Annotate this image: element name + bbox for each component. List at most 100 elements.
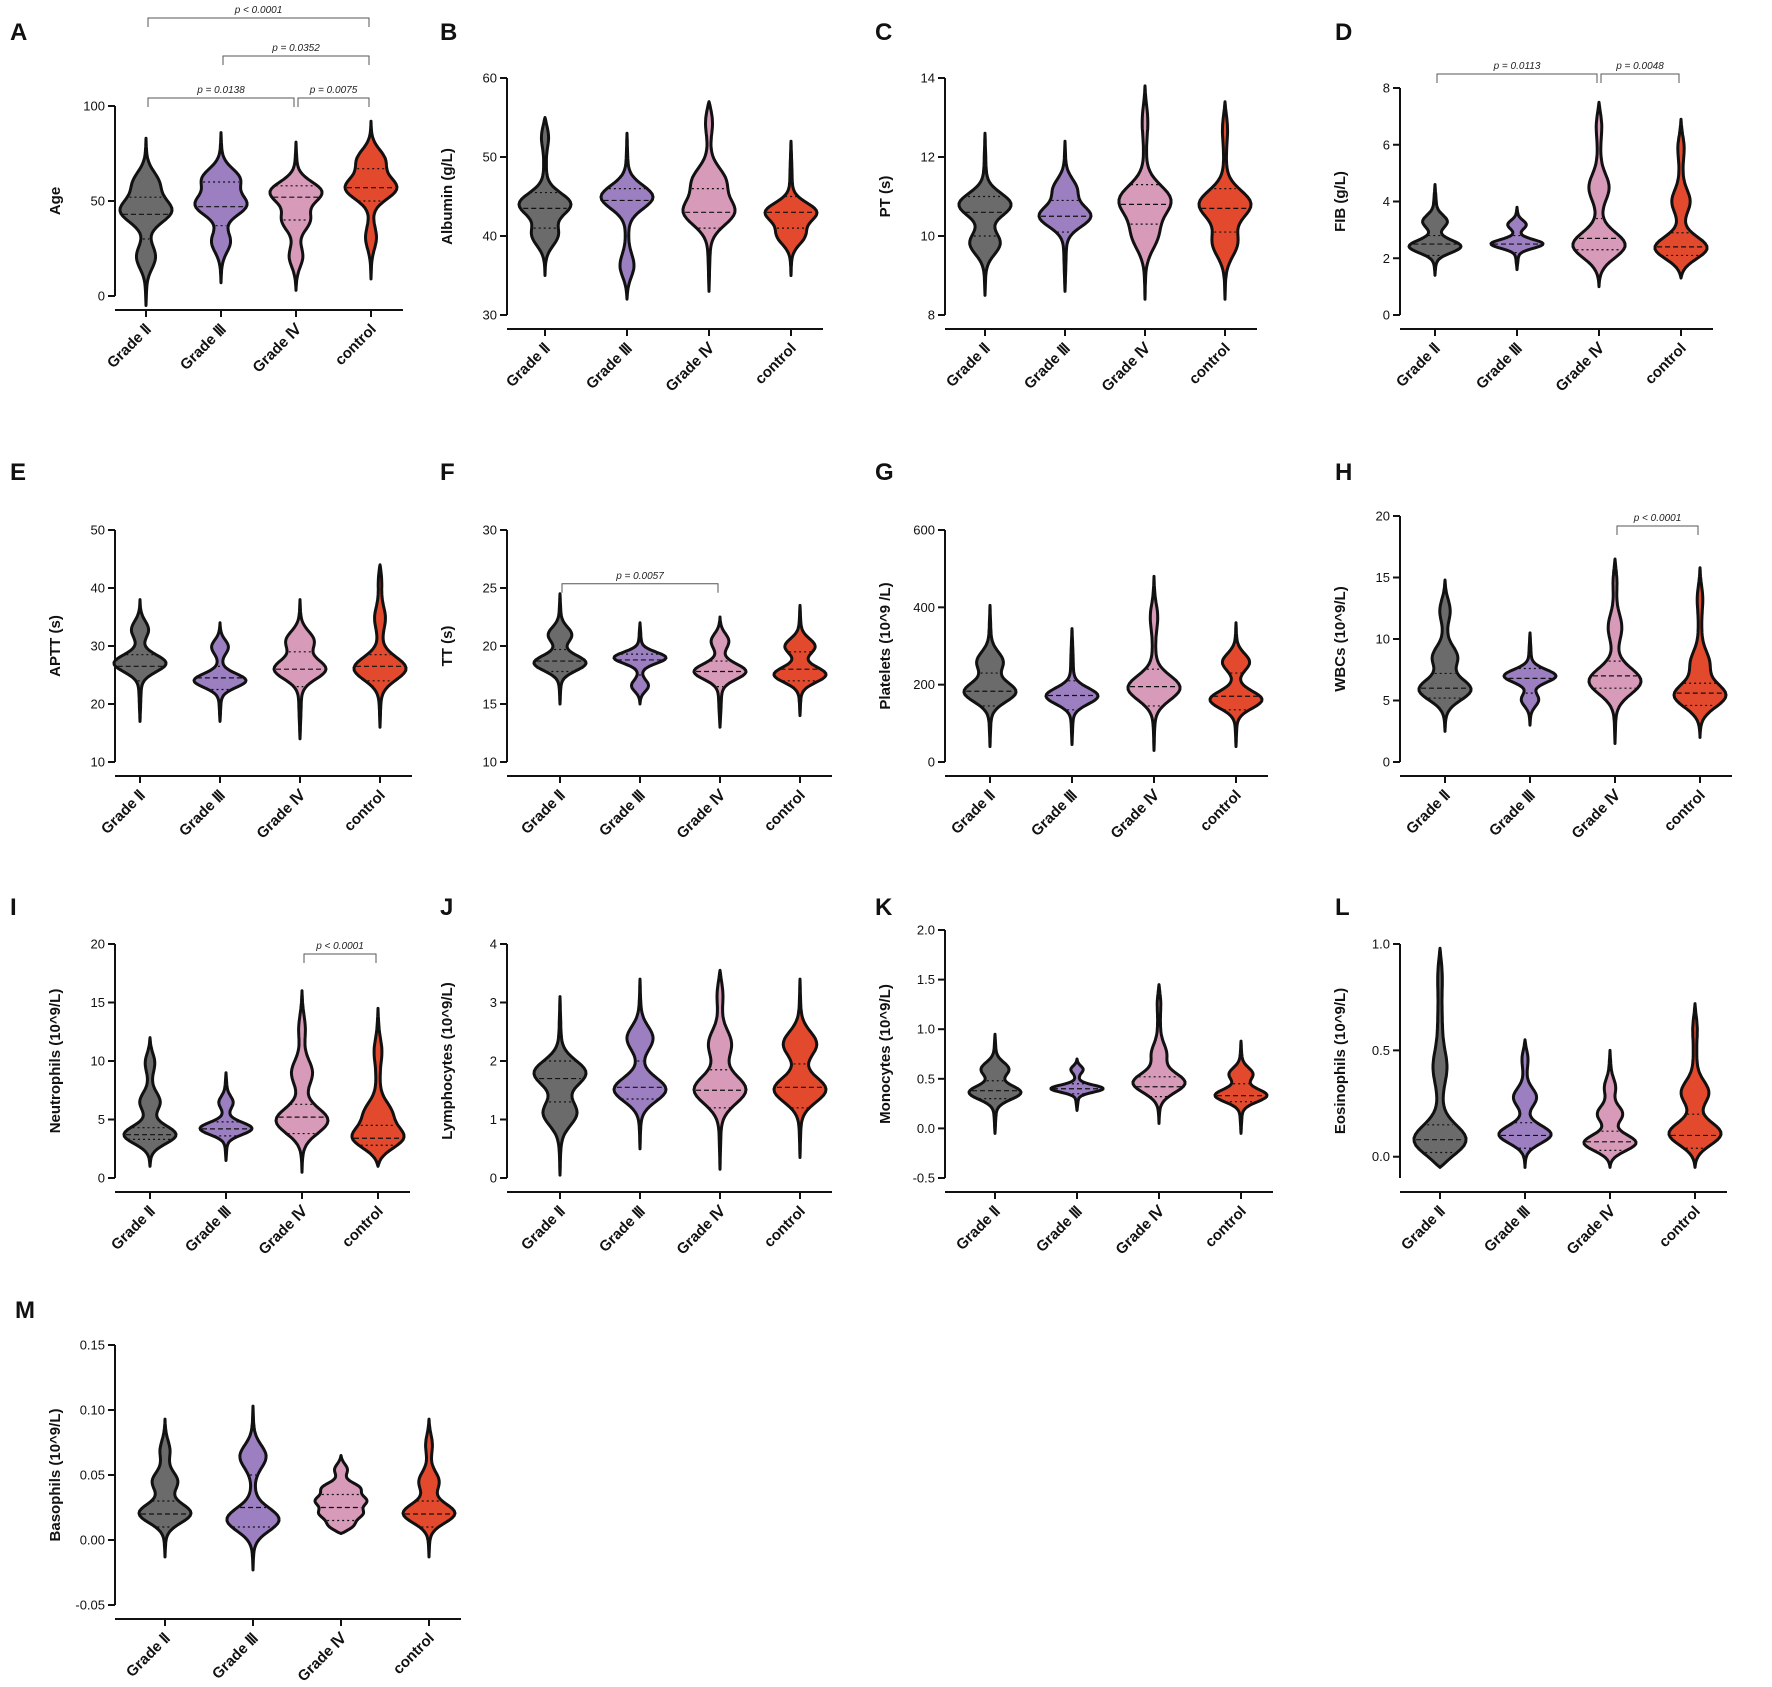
y-tick-label: 25 xyxy=(483,581,497,596)
x-category-label: control xyxy=(761,1203,809,1251)
panel-c: C 8 10 12 14 PT (s) Grade Ⅱ Grade Ⅲ Grade Ⅳ contr… xyxy=(875,19,1257,395)
y-tick-label: 600 xyxy=(913,523,935,538)
x-category-label: Grade Ⅲ xyxy=(596,1203,649,1256)
y-axis-label: PT (s) xyxy=(877,176,894,218)
significance-bracket xyxy=(222,55,370,65)
p-value-label: p = 0.0352 xyxy=(271,43,320,54)
p-value-label: p = 0.0138 xyxy=(196,85,245,96)
y-tick-label: 1.0 xyxy=(917,1022,935,1037)
panel-m: M -0.05 0.00 0.05 0.10 0.15 Basophils (10^9/L)… xyxy=(15,1297,461,1685)
p-value-label: p = 0.0113 xyxy=(1493,61,1541,72)
violin-3 xyxy=(313,1454,369,1535)
y-tick-label: 4 xyxy=(1383,194,1390,209)
p-value-label: p = 0.0075 xyxy=(309,85,358,96)
violin-1 xyxy=(957,131,1013,297)
violin-4 xyxy=(763,139,819,277)
x-category-label: Grade Ⅱ xyxy=(1393,340,1444,391)
x-category-label: control xyxy=(1197,787,1245,835)
panel-label: K xyxy=(875,894,893,921)
violin-4 xyxy=(1197,100,1253,301)
y-tick-label: 20 xyxy=(1376,509,1390,524)
y-axis-label: Age xyxy=(47,187,64,215)
x-category-label: Grade Ⅲ xyxy=(176,787,229,840)
y-tick-label: 200 xyxy=(913,677,935,692)
x-category-label: Grade Ⅱ xyxy=(108,1203,159,1254)
panel-d: D 0 2 4 6 8 FIB (g/L) Grade Ⅱ Grade Ⅲ Grade Ⅳ cont… xyxy=(1332,19,1713,395)
x-category-label: Grade Ⅳ xyxy=(1112,1202,1168,1258)
significance-bracket xyxy=(147,17,370,27)
y-tick-label: 0 xyxy=(490,1171,497,1186)
x-category-label: Grade Ⅲ xyxy=(1021,340,1074,393)
y-tick-label: 8 xyxy=(1383,81,1390,96)
x-category-label: Grade Ⅳ xyxy=(253,786,309,842)
x-category-label: control xyxy=(332,321,380,369)
violin-3 xyxy=(268,140,324,292)
x-category-label: control xyxy=(752,340,800,388)
violin-1 xyxy=(122,1036,178,1168)
y-tick-label: 40 xyxy=(483,229,497,244)
y-tick-label: 30 xyxy=(483,308,497,323)
y-tick-label: 1 xyxy=(490,1112,497,1127)
violin-4 xyxy=(1213,1039,1269,1135)
panel-label: B xyxy=(440,19,457,46)
y-axis-label: Monocytes (10^9/L) xyxy=(877,984,894,1124)
p-value-label: p = 0.0048 xyxy=(1615,61,1664,72)
x-category-label: Grade Ⅲ xyxy=(1473,340,1526,393)
violin-3 xyxy=(1131,983,1187,1125)
y-tick-label: 50 xyxy=(91,523,105,538)
y-axis-label: WBCs (10^9/L) xyxy=(1332,586,1349,691)
violin-3 xyxy=(1582,1048,1638,1169)
violin-3 xyxy=(274,989,330,1174)
y-tick-label: 0 xyxy=(928,755,935,770)
y-axis-label: Platelets (10^9 /L) xyxy=(877,582,894,709)
p-value-label: p < 0.0001 xyxy=(234,5,283,16)
significance-bracket xyxy=(297,97,370,107)
x-category-label: Grade Ⅱ xyxy=(503,340,554,391)
y-tick-label: 20 xyxy=(91,697,105,712)
x-category-label: Grade Ⅳ xyxy=(1552,339,1608,395)
significance-bracket xyxy=(303,953,377,963)
x-category-label: Grade Ⅳ xyxy=(1568,786,1624,842)
y-axis-label: Lymphocytes (10^9/L) xyxy=(439,982,456,1139)
panel-label: L xyxy=(1335,894,1350,921)
violin-3 xyxy=(1126,574,1182,752)
violin-2 xyxy=(192,621,248,723)
x-category-label: Grade Ⅱ xyxy=(1403,787,1454,838)
x-category-label: Grade Ⅳ xyxy=(1563,1202,1619,1258)
y-tick-label: -0.5 xyxy=(913,1171,935,1186)
x-category-label: Grade Ⅲ xyxy=(177,321,230,374)
x-category-label: control xyxy=(761,787,809,835)
x-category-label: control xyxy=(1642,340,1690,388)
panel-a: A 0 50 100 Age Grade Ⅱ Grade Ⅲ Grade Ⅳ control p … xyxy=(10,5,403,376)
x-category-label: Grade Ⅲ xyxy=(583,340,636,393)
x-category-label: Grade Ⅱ xyxy=(123,1630,174,1681)
violin-1 xyxy=(118,136,174,307)
panel-label: F xyxy=(440,459,455,486)
x-category-label: control xyxy=(339,1203,387,1251)
y-tick-label: 100 xyxy=(83,99,105,114)
panel-e: E 10 20 30 40 50 APTT (s) Grade Ⅱ Grade Ⅲ Grade Ⅳ… xyxy=(10,459,412,842)
violin-4 xyxy=(401,1417,457,1559)
y-tick-label: 0.00 xyxy=(80,1533,105,1548)
x-category-label: Grade Ⅲ xyxy=(1486,787,1539,840)
p-value-label: p = 0.0057 xyxy=(615,571,664,582)
x-category-label: Grade Ⅲ xyxy=(209,1630,262,1683)
y-tick-label: 10 xyxy=(483,755,497,770)
violin-4 xyxy=(352,563,408,729)
y-tick-label: 12 xyxy=(921,150,935,165)
x-category-label: control xyxy=(1186,340,1234,388)
panel-label: I xyxy=(10,894,17,921)
violin-4 xyxy=(772,603,828,718)
y-tick-label: 10 xyxy=(91,755,105,770)
y-tick-label: 0 xyxy=(98,1171,105,1186)
y-tick-label: 4 xyxy=(490,937,497,952)
x-category-label: Grade Ⅲ xyxy=(1033,1203,1086,1256)
violin-1 xyxy=(967,1032,1023,1135)
y-tick-label: 10 xyxy=(1376,632,1390,647)
y-tick-label: 0.0 xyxy=(1372,1149,1390,1164)
y-tick-label: 0 xyxy=(1383,308,1390,323)
panel-label: E xyxy=(10,459,26,486)
y-tick-label: 15 xyxy=(91,995,105,1010)
violin-3 xyxy=(1571,100,1627,289)
violin-1 xyxy=(112,598,168,723)
